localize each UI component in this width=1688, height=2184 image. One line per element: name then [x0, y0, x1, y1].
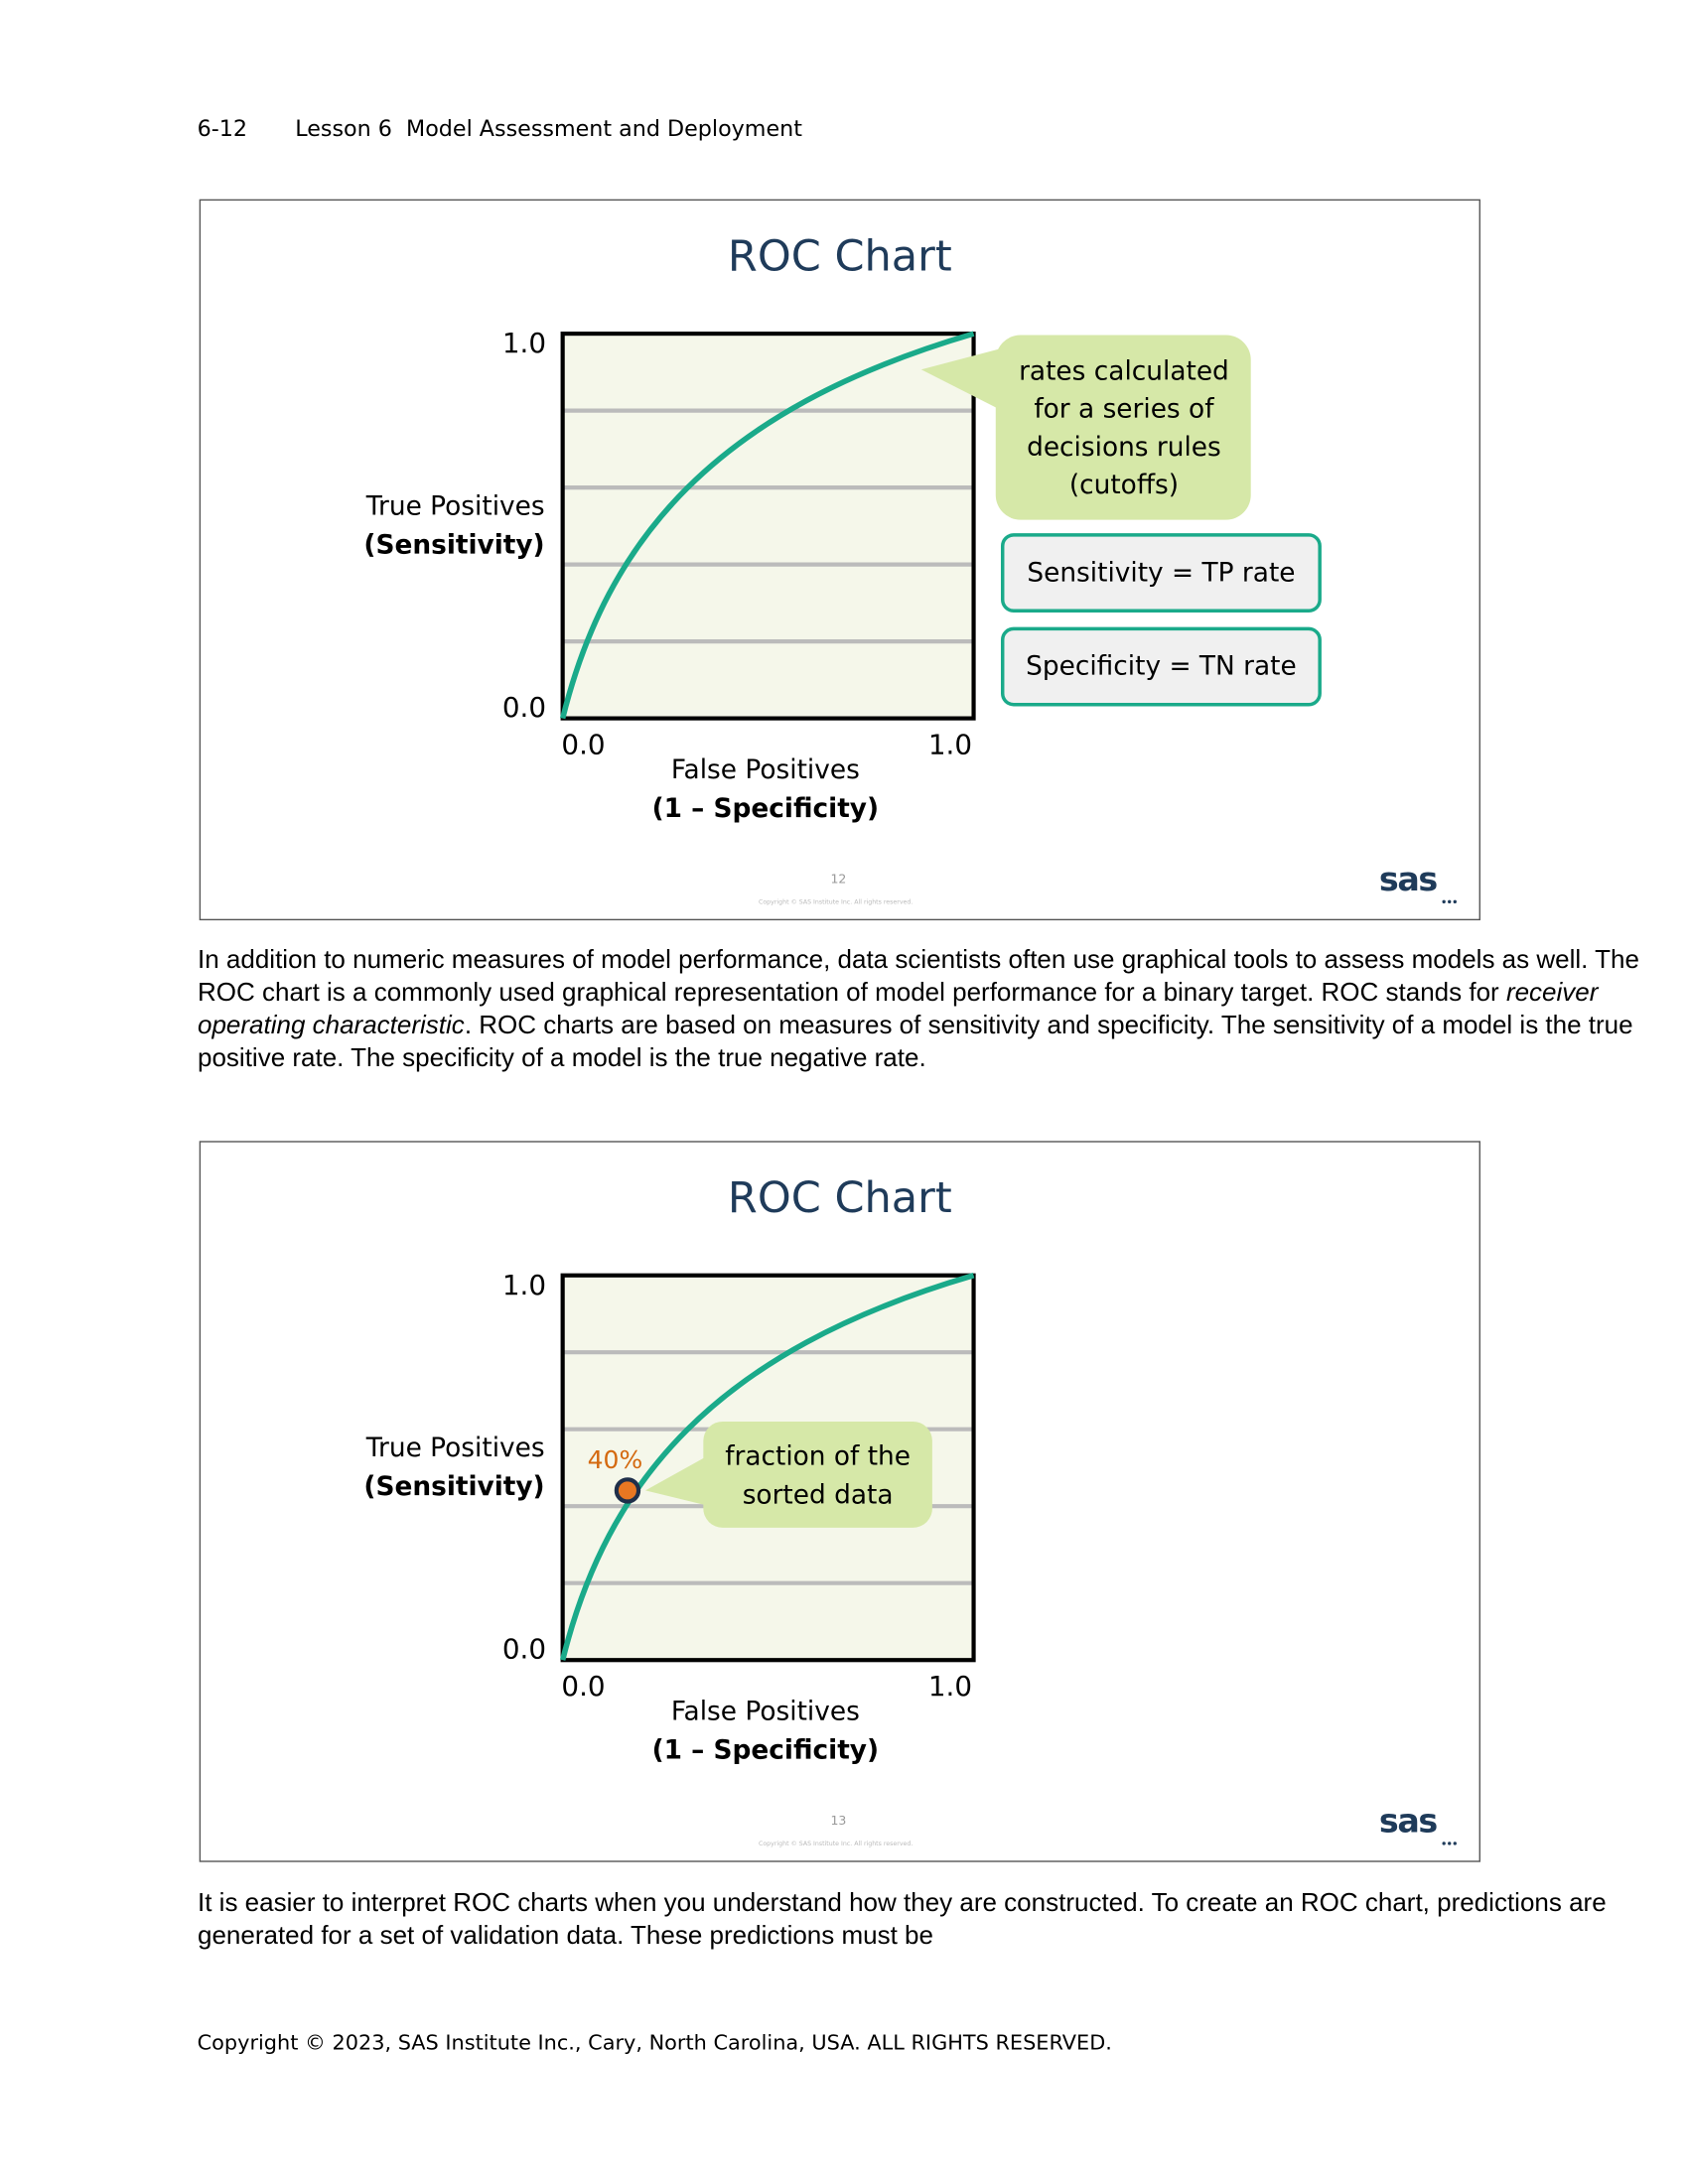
x-max-label: 1.0	[928, 1670, 972, 1703]
plot-border	[560, 332, 976, 721]
x-min-label: 0.0	[561, 728, 605, 760]
slide-copyright: Copyright © SAS Institute Inc. All right…	[759, 1840, 913, 1847]
definition-text: Specificity = TN rate	[1026, 652, 1297, 682]
paragraph: In addition to numeric measures of model…	[198, 943, 1649, 1074]
callout-tail	[920, 348, 1000, 410]
page-number: 6-12	[198, 116, 247, 142]
logo-dot	[1453, 899, 1457, 903]
footer: Copyright © 2023, SAS Institute Inc., Ca…	[198, 2030, 1112, 2054]
slide-title: ROC Chart	[728, 232, 952, 282]
callout-text: sorted data	[743, 1480, 894, 1510]
sas-logo: sas	[1379, 860, 1438, 898]
point-label: 40%	[588, 1445, 643, 1474]
text: . ROC charts are based on measures of se…	[198, 1010, 1633, 1072]
slide-number: 13	[830, 1813, 846, 1828]
callout-text: (cutoffs)	[1069, 471, 1179, 500]
slide-title: ROC Chart	[728, 1173, 952, 1223]
callout-tail	[645, 1455, 708, 1506]
x-axis-label: False Positives	[671, 1698, 860, 1727]
sas-logo: sas	[1379, 1802, 1438, 1841]
y-axis-label: True Positives	[365, 492, 545, 522]
cutoff-point	[614, 1477, 641, 1504]
roc-curve	[559, 1273, 975, 1661]
callout	[995, 335, 1251, 520]
definition-box	[1000, 533, 1322, 614]
callout-text: for a series of	[1034, 395, 1214, 425]
logo-dot	[1453, 1842, 1457, 1845]
y-min-label: 0.0	[502, 691, 546, 724]
x-axis-label: False Positives	[671, 755, 860, 785]
y-max-label: 1.0	[502, 1269, 546, 1301]
x-min-label: 0.0	[561, 1670, 605, 1703]
y-axis-label-bold: (Sensitivity)	[363, 1472, 544, 1502]
plot-area	[562, 334, 974, 719]
callout	[703, 1421, 932, 1528]
logo-dot	[1442, 899, 1446, 903]
text: In addition to numeric measures of model…	[198, 944, 1639, 1007]
logo-dot	[1448, 899, 1452, 903]
y-axis-label-bold: (Sensitivity)	[363, 531, 544, 561]
definition-box	[1000, 626, 1322, 707]
x-axis-label-bold: (1 – Specificity)	[652, 1735, 879, 1765]
callout-text: fraction of the	[725, 1442, 911, 1472]
x-max-label: 1.0	[928, 728, 972, 760]
y-axis-label: True Positives	[365, 1433, 545, 1463]
paragraph: It is easier to interpret ROC charts whe…	[198, 1886, 1649, 1952]
text: It is easier to interpret ROC charts whe…	[198, 1887, 1607, 1950]
definition-text: Sensitivity = TP rate	[1027, 558, 1295, 588]
callout-text: decisions rules	[1027, 433, 1221, 463]
italic-text: receiver operating characteristic	[198, 977, 1599, 1039]
logo-dot	[1442, 1842, 1446, 1845]
y-max-label: 1.0	[502, 327, 546, 359]
roc-curve	[559, 331, 975, 720]
header-title: Lesson 6 Model Assessment and Deployment	[295, 116, 802, 142]
plot-border	[560, 1273, 976, 1663]
slide-copyright: Copyright © SAS Institute Inc. All right…	[759, 897, 913, 905]
logo-dot	[1448, 1842, 1452, 1845]
callout-text: rates calculated	[1019, 357, 1229, 387]
y-min-label: 0.0	[502, 1632, 546, 1665]
slide-number: 12	[830, 872, 846, 887]
x-axis-label-bold: (1 – Specificity)	[652, 794, 879, 824]
